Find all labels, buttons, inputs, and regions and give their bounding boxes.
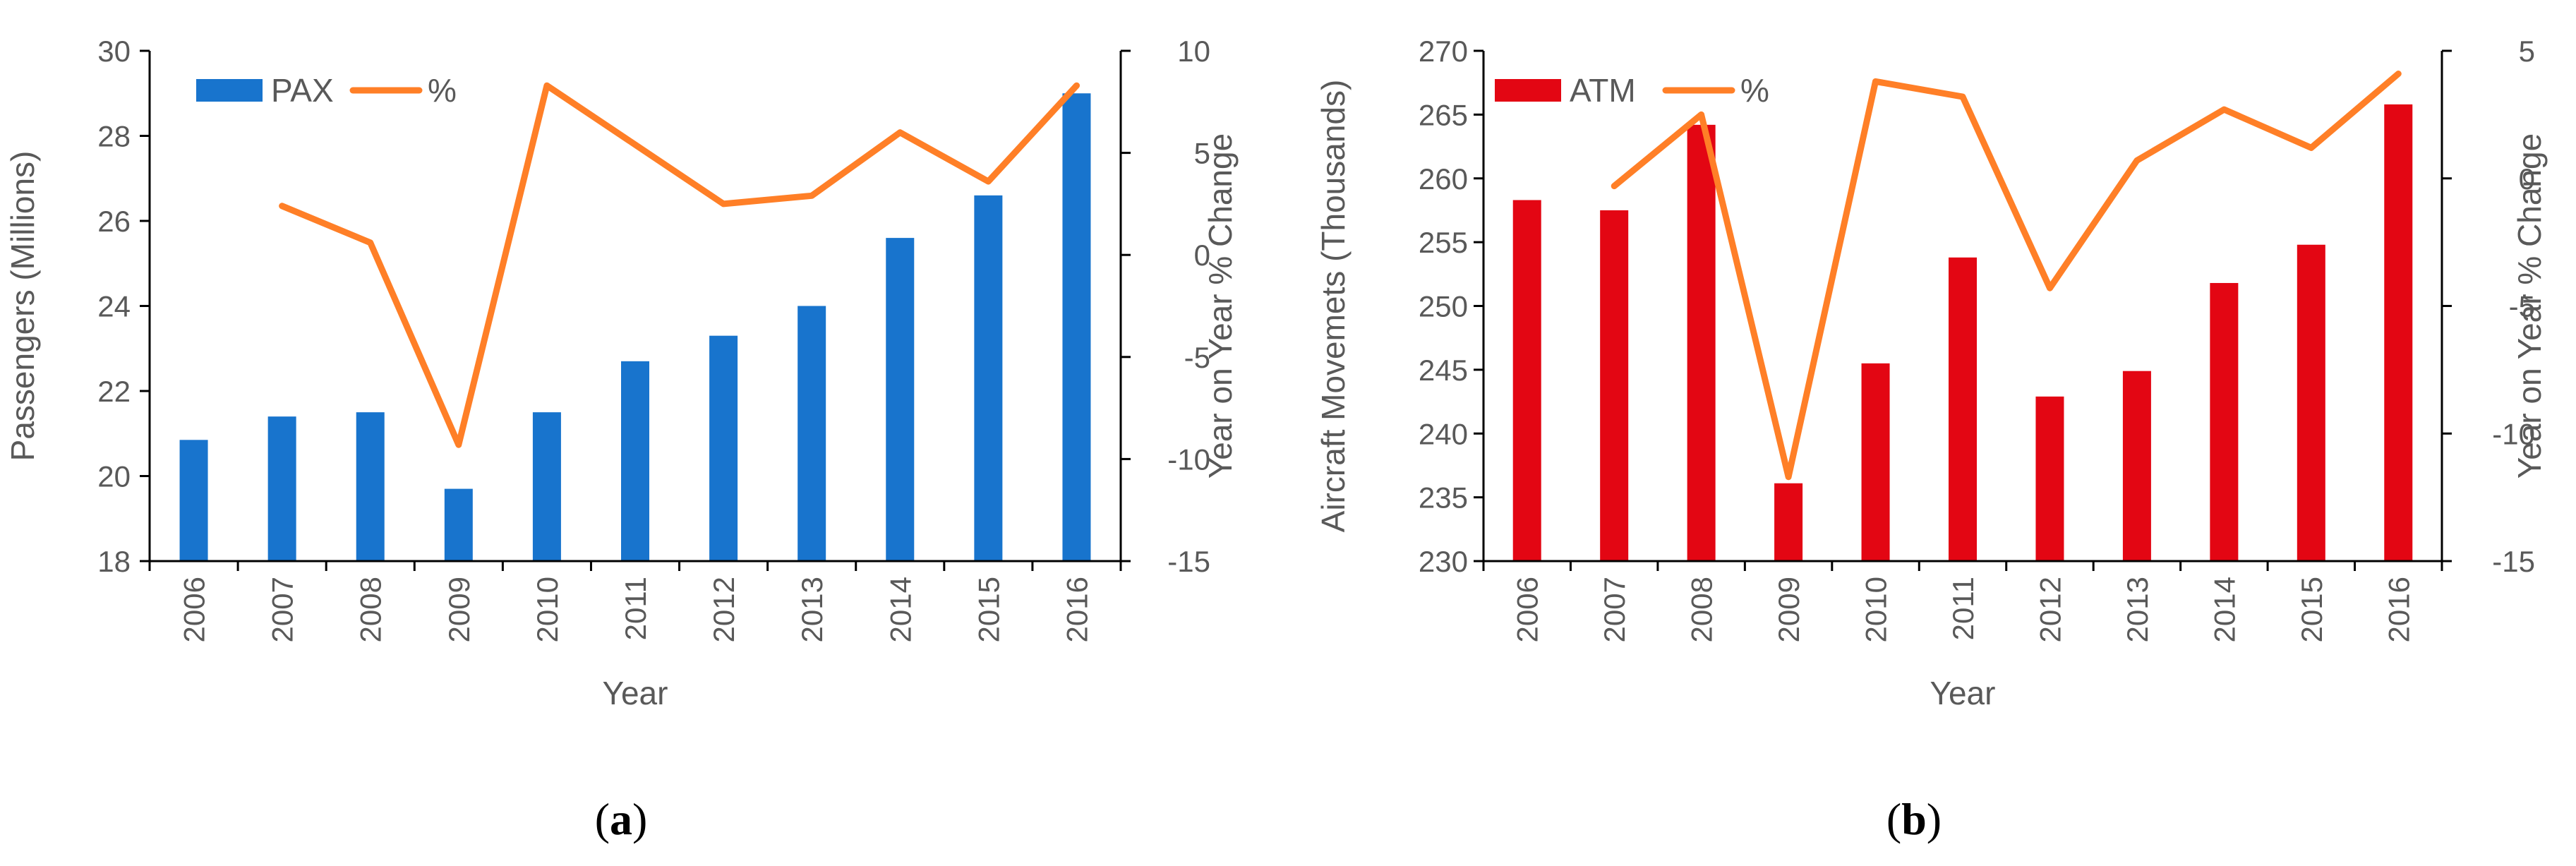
x-tick-label-2006: 2006 (178, 577, 211, 642)
left-tick-label: 18 (97, 545, 131, 578)
x-tick-label-2011: 2011 (1946, 577, 1980, 640)
x-axis-title: Year (603, 675, 668, 711)
x-tick-label-2008: 2008 (354, 577, 387, 642)
right-axis-title: Year on Year % Change (2511, 133, 2548, 479)
left-tick-label: 26 (97, 205, 131, 238)
left-tick-label: 260 (1419, 162, 1468, 196)
x-tick-label-2016: 2016 (1060, 577, 1093, 642)
legend-label-bar: ATM (1570, 72, 1636, 109)
bar-2012 (2035, 396, 2064, 561)
bar-2012 (709, 335, 738, 561)
bar-2009 (1774, 483, 1803, 561)
bar-2013 (798, 306, 826, 561)
x-tick-label-2010: 2010 (531, 577, 564, 642)
percent-change-line (279, 82, 1080, 448)
bar-2014 (886, 238, 915, 561)
chart-panel-b: 230 235 240 245 250 255 260 265 270 -15 -10 -5 0 5 200… (1315, 35, 2548, 711)
left-axis-title: Aircraft Movemets (Thousands) (1315, 80, 1352, 533)
right-tick-label: -5 (2509, 290, 2535, 323)
chart-panel-a: 18 20 22 24 26 28 30 -15 -10 -5 0 5 10 2006 2007 2008 20… (4, 35, 1239, 711)
left-tick-label: 30 (97, 35, 131, 68)
left-tick-label: 24 (97, 290, 131, 323)
x-tick-label-2013: 2013 (2121, 577, 2154, 642)
x-tick-label-2015: 2015 (972, 577, 1005, 642)
left-tick-label: 270 (1419, 35, 1468, 68)
bar-2011 (1949, 257, 1977, 561)
legend-label-line: % (1740, 72, 1769, 109)
bar-2008 (356, 412, 385, 561)
right-tick-label: 5 (2519, 35, 2535, 68)
left-tick-label: 245 (1419, 354, 1468, 387)
x-axis-title: Year (1930, 675, 1996, 711)
bar-2009 (444, 488, 473, 561)
bar-2015 (2297, 244, 2325, 561)
x-tick-label-2012: 2012 (2033, 577, 2066, 642)
x-tick-label-2010: 2010 (1860, 577, 1893, 642)
x-tick-label-2007: 2007 (266, 577, 299, 642)
x-tick-label-2008: 2008 (1685, 577, 1719, 642)
bar-2010 (1861, 363, 1890, 561)
right-tick-label: -15 (2492, 545, 2535, 578)
x-tick-label-2009: 2009 (1772, 577, 1805, 642)
left-tick-label: 22 (97, 375, 131, 408)
x-tick-label-2014: 2014 (884, 577, 917, 642)
bar-2010 (532, 412, 561, 561)
left-tick-label: 20 (97, 460, 131, 493)
left-tick-label: 28 (97, 120, 131, 153)
bar-2006 (179, 440, 208, 561)
right-tick-label: 5 (1194, 137, 1210, 170)
legend-swatch-bar (196, 79, 263, 102)
x-tick-label-2012: 2012 (707, 577, 740, 642)
left-tick-label: 265 (1419, 98, 1468, 131)
left-tick-label: 240 (1419, 417, 1468, 450)
left-tick-label: 255 (1419, 226, 1468, 259)
bar-2008 (1687, 124, 1716, 561)
legend-label-line: % (428, 72, 457, 109)
right-tick-label: 0 (2519, 162, 2535, 196)
x-tick-label-2016: 2016 (2382, 577, 2415, 642)
bar-2007 (267, 416, 296, 561)
left-axis-title: Passengers (Millions) (4, 151, 41, 462)
bar-2016 (1062, 93, 1091, 561)
panel-caption-b: (b) (1886, 794, 1942, 844)
right-tick-label: -10 (1167, 443, 1210, 476)
bar-2007 (1600, 210, 1629, 561)
right-axis-title: Year on Year % Change (1202, 133, 1239, 479)
panel-caption-a: (a) (595, 794, 648, 844)
bar-2015 (974, 195, 1003, 562)
right-tick-label: -10 (2492, 417, 2535, 450)
right-tick-label: 0 (1194, 239, 1210, 272)
left-tick-label: 230 (1419, 545, 1468, 578)
x-tick-label-2013: 2013 (795, 577, 829, 642)
right-tick-label: -15 (1167, 545, 1210, 578)
x-tick-label-2014: 2014 (2208, 577, 2241, 642)
legend-label-bar: PAX (271, 72, 334, 109)
right-tick-label: -5 (1184, 341, 1210, 374)
percent-change-line (1611, 71, 2402, 481)
bar-2006 (1512, 200, 1541, 561)
panel-caption-b-letter: b (1901, 794, 1927, 844)
bar-2013 (2122, 371, 2151, 561)
legend-swatch-bar (1495, 79, 1561, 102)
x-tick-label-2007: 2007 (1598, 577, 1631, 642)
bar-2014 (2210, 282, 2239, 561)
x-tick-label-2009: 2009 (443, 577, 476, 642)
bar-2016 (2384, 104, 2413, 562)
right-tick-label: 10 (1177, 35, 1210, 68)
x-tick-label-2011: 2011 (619, 577, 652, 640)
x-tick-label-2015: 2015 (2295, 577, 2328, 642)
left-tick-label: 250 (1419, 290, 1468, 323)
x-tick-label-2006: 2006 (1511, 577, 1544, 642)
left-tick-label: 235 (1419, 481, 1468, 515)
bar-2011 (621, 361, 649, 561)
panel-caption-a-letter: a (610, 794, 632, 844)
